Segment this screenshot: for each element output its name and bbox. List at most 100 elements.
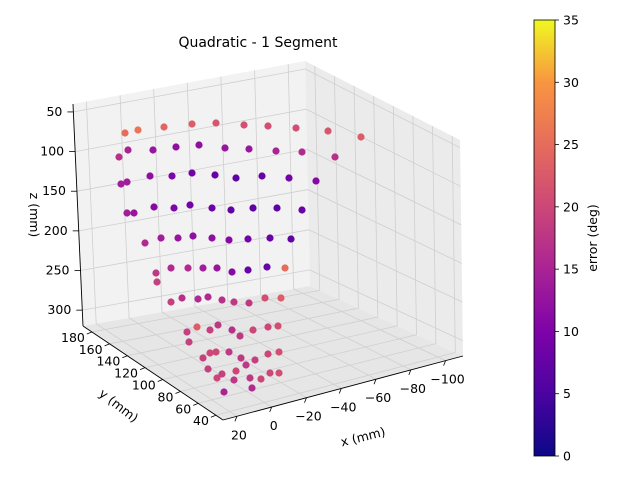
y-tick-label: 120 — [114, 366, 138, 381]
colorbar-tick-label: 30 — [563, 75, 579, 90]
colorbar-tick-label: 25 — [563, 137, 579, 152]
axes-grid — [73, 64, 463, 417]
data-point — [273, 204, 281, 212]
data-point — [237, 354, 245, 362]
x-tick-mark — [234, 416, 238, 422]
data-point — [134, 126, 142, 134]
data-point — [324, 127, 332, 135]
data-point — [211, 171, 219, 179]
data-point — [218, 370, 226, 378]
z-axis-label: z (mm) — [27, 193, 42, 238]
x-tick-mark — [338, 388, 342, 394]
data-point — [228, 326, 236, 334]
data-point — [264, 122, 272, 130]
data-point — [117, 180, 125, 188]
data-point — [357, 133, 365, 141]
data-point — [272, 147, 280, 155]
data-point — [298, 148, 306, 156]
y-tick-mark — [104, 343, 110, 347]
data-point — [195, 141, 203, 149]
data-point — [285, 174, 293, 182]
x-gridline — [153, 88, 307, 399]
colorbar-tick-label: 5 — [563, 386, 571, 401]
x-tick-label: −40 — [330, 399, 356, 414]
data-point — [206, 349, 214, 357]
x-axis-label: x (mm) — [339, 424, 387, 450]
data-point — [236, 332, 244, 340]
x-tick-label: −60 — [365, 390, 391, 405]
x-gridline — [119, 95, 272, 408]
data-point — [225, 236, 233, 244]
data-point — [178, 294, 186, 302]
data-point — [124, 146, 132, 154]
data-point — [240, 121, 248, 129]
y-tick-label: 80 — [158, 389, 174, 404]
data-point — [123, 209, 131, 217]
data-point — [185, 338, 193, 346]
colorbar-tick-label: 35 — [563, 13, 579, 28]
x-gridline — [287, 64, 446, 361]
y-tick-mark — [157, 379, 163, 382]
x-gridline — [86, 101, 238, 417]
data-point — [193, 323, 201, 331]
y-tick-mark — [122, 355, 128, 359]
x-tick-mark — [269, 406, 273, 413]
data-point — [141, 239, 149, 247]
data-point — [230, 298, 238, 306]
z-gridline — [78, 189, 462, 264]
data-point — [168, 172, 176, 180]
y-gridline — [180, 115, 417, 392]
data-point — [245, 299, 253, 307]
data-point — [275, 369, 283, 377]
data-point — [232, 367, 240, 375]
data-point — [123, 178, 131, 186]
data-point — [298, 206, 306, 214]
y-tick-label: 40 — [193, 413, 209, 428]
z-gridline — [80, 229, 463, 303]
x-tick-label: 20 — [231, 427, 247, 442]
data-point — [244, 266, 252, 274]
data-point — [186, 201, 194, 209]
data-point — [212, 119, 220, 127]
colorbar-tick-label: 15 — [563, 262, 579, 277]
y-tick-mark — [139, 367, 146, 371]
y-gridline — [215, 135, 456, 416]
pane-back-left — [73, 61, 310, 326]
y-tick-mark — [175, 391, 181, 394]
z-gridline — [75, 108, 461, 187]
data-point — [208, 204, 216, 212]
data-point — [232, 174, 240, 182]
data-point — [230, 376, 238, 384]
data-point — [274, 322, 282, 330]
data-point — [204, 293, 212, 301]
data-point — [206, 326, 214, 334]
data-point — [183, 328, 191, 336]
data-point — [160, 123, 168, 131]
z-gridline — [73, 68, 461, 149]
data-point — [208, 234, 216, 242]
data-point — [157, 234, 165, 242]
data-point — [204, 365, 212, 373]
data-point — [258, 172, 266, 180]
data-point — [245, 145, 253, 153]
data-point — [172, 143, 180, 151]
y-tick-label: 160 — [79, 342, 103, 357]
colorbar-tick-label: 10 — [563, 324, 579, 339]
data-point — [228, 268, 236, 276]
colorbar-label: error (deg) — [585, 204, 600, 272]
data-point — [248, 384, 256, 392]
x-tick-mark — [304, 397, 307, 403]
data-point — [153, 278, 161, 286]
data-point — [115, 153, 123, 161]
data-point — [275, 348, 283, 356]
y-tick-mark — [210, 414, 217, 418]
z-tick-label: 100 — [40, 144, 64, 159]
data-point — [214, 321, 222, 329]
x-axis-line — [222, 355, 464, 421]
colorbar — [533, 19, 556, 457]
y-tick-mark — [193, 402, 199, 406]
axes-edges — [72, 103, 464, 421]
x-tick-mark — [443, 360, 446, 366]
data-point — [281, 264, 289, 272]
data-point — [264, 350, 272, 358]
